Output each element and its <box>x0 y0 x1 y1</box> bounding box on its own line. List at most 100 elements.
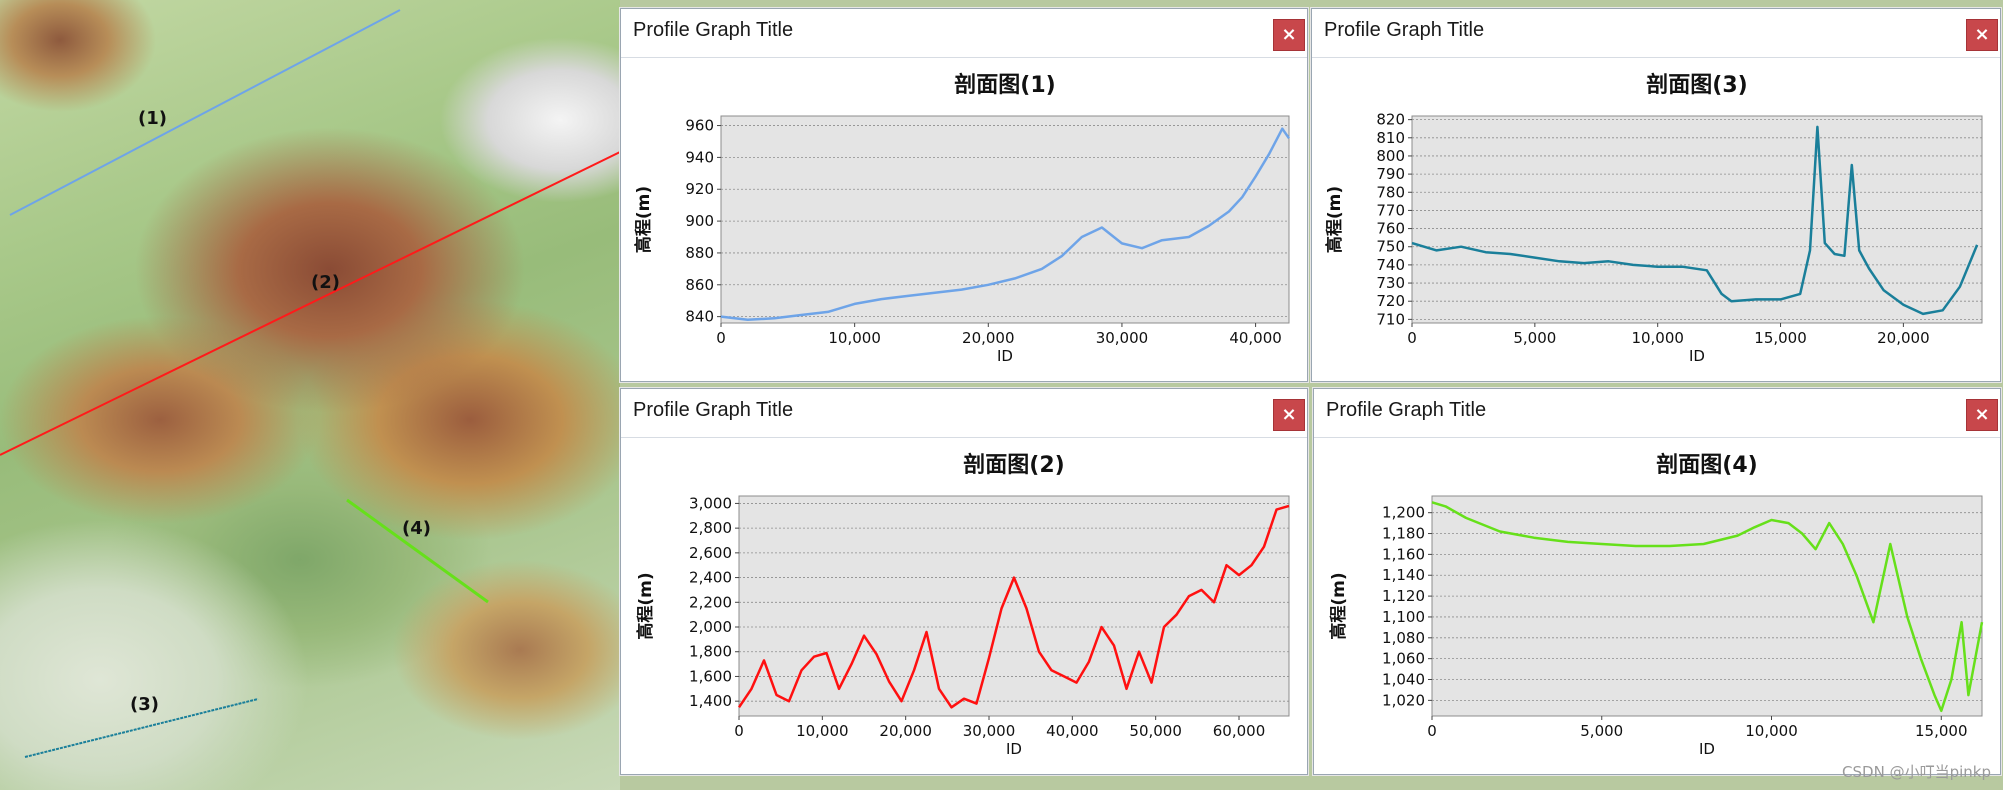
x-tick-label: 50,000 <box>1129 722 1182 740</box>
x-tick-label: 20,000 <box>879 722 932 740</box>
map-label-3: (3) <box>130 694 159 715</box>
y-tick-label: 1,800 <box>689 643 732 661</box>
x-tick-label: 10,000 <box>1631 329 1684 347</box>
close-button[interactable]: × <box>1273 19 1305 51</box>
y-tick-label: 820 <box>1376 111 1405 129</box>
plot-area <box>1431 495 1983 717</box>
y-tick-label: 1,600 <box>689 667 732 685</box>
x-axis-label: ID <box>1699 740 1715 758</box>
x-tick-label: 15,000 <box>1915 722 1968 740</box>
plot-area <box>738 495 1290 717</box>
window-titlebar[interactable]: Profile Graph Title × <box>621 389 1307 438</box>
map-label-1: (1) <box>138 108 167 129</box>
y-tick-label: 760 <box>1376 220 1405 238</box>
x-tick-label: 20,000 <box>962 329 1015 347</box>
x-tick-label: 10,000 <box>828 329 881 347</box>
x-tick-label: 30,000 <box>1096 329 1149 347</box>
y-tick-label: 1,180 <box>1382 525 1425 543</box>
y-tick-label: 790 <box>1376 165 1405 183</box>
terrain-map[interactable]: (1) (2) (3) (4) <box>0 0 620 790</box>
y-tick-label: 920 <box>685 180 714 198</box>
window-titlebar[interactable]: Profile Graph Title × <box>1314 389 2000 438</box>
series-line <box>1411 125 1979 316</box>
profile-graph-window-3: Profile Graph Title × 剖面图(3) 710 720 730 740… <box>1311 8 2001 382</box>
x-tick-label: 40,000 <box>1046 722 1099 740</box>
close-button[interactable]: × <box>1273 399 1305 431</box>
x-tick-label: 0 <box>1407 329 1417 347</box>
y-tick-label: 800 <box>1376 147 1405 165</box>
y-tick-label: 1,060 <box>1382 650 1425 668</box>
map-label-4: (4) <box>402 518 431 539</box>
x-tick-label: 40,000 <box>1229 329 1282 347</box>
x-tick-label: 30,000 <box>963 722 1016 740</box>
profile-lines <box>0 9 620 758</box>
close-icon: × <box>1281 404 1297 425</box>
profile-chart-1: 剖面图(1) 840 860 880 900 920 940 960 0 10,000 20,000… <box>621 58 1307 381</box>
window-title: Profile Graph Title <box>633 399 794 421</box>
y-tick-label: 2,800 <box>689 519 732 537</box>
y-tick-label: 2,400 <box>689 569 732 587</box>
x-axis-label: ID <box>997 347 1013 365</box>
y-tick-label: 750 <box>1376 238 1405 256</box>
series-line <box>720 127 1291 322</box>
profile-chart-4: 剖面图(4) 1,020 1,040 1,060 1,080 1,100 1,120 1,14… <box>1314 438 2000 774</box>
window-title: Profile Graph Title <box>633 19 794 41</box>
chart-svg: 剖面图(1) 840 860 880 900 920 940 960 0 10,000 20,000… <box>633 72 1291 365</box>
watermark-text: CSDN @小叮当pinkp <box>1842 763 1991 781</box>
chart-title: 剖面图(2) <box>963 452 1064 478</box>
profile-graph-window-4: Profile Graph Title × 剖面图(4) 1,020 1,040 1,… <box>1313 388 2001 775</box>
x-tick-label: 5,000 <box>1513 329 1556 347</box>
y-tick-label: 1,100 <box>1382 608 1425 626</box>
y-tick-label: 840 <box>685 308 714 326</box>
profile-line-2[interactable] <box>0 151 620 456</box>
chart-svg: 剖面图(4) 1,020 1,040 1,060 1,080 1,100 1,120 1,14… <box>1328 452 1984 758</box>
window-titlebar[interactable]: Profile Graph Title × <box>1312 9 2000 58</box>
x-axis-label: ID <box>1006 740 1022 758</box>
x-tick-label: 0 <box>716 329 726 347</box>
series-line <box>1431 501 1984 713</box>
y-tick-label: 960 <box>685 117 714 135</box>
y-tick-label: 2,600 <box>689 544 732 562</box>
profile-chart-3: 剖面图(3) 710 720 730 740 750 760 770 780 790 800 810 8… <box>1312 58 2000 381</box>
y-tick-label: 1,200 <box>1382 504 1425 522</box>
chart-title: 剖面图(1) <box>954 72 1055 98</box>
close-button[interactable]: × <box>1966 19 1998 51</box>
close-button[interactable]: × <box>1966 399 1998 431</box>
y-tick-label: 1,140 <box>1382 566 1425 584</box>
y-tick-label: 1,160 <box>1382 545 1425 563</box>
map-label-2: (2) <box>311 272 340 293</box>
y-tick-label: 1,040 <box>1382 671 1425 689</box>
y-tick-label: 1,080 <box>1382 629 1425 647</box>
y-axis-label: 高程(m) <box>635 572 656 639</box>
x-tick-label: 0 <box>734 722 744 740</box>
y-tick-label: 740 <box>1376 256 1405 274</box>
profile-graph-window-1: Profile Graph Title × 剖面图(1) 840 860 880 900… <box>620 8 1308 382</box>
series-line <box>737 504 1290 709</box>
x-tick-label: 20,000 <box>1877 329 1930 347</box>
window-title: Profile Graph Title <box>1326 399 1487 421</box>
profile-line-1[interactable] <box>9 9 401 216</box>
x-tick-label: 10,000 <box>796 722 849 740</box>
close-icon: × <box>1974 404 1990 425</box>
y-tick-label: 780 <box>1376 183 1405 201</box>
window-title: Profile Graph Title <box>1324 19 1485 41</box>
y-tick-label: 900 <box>685 212 714 230</box>
chart-title: 剖面图(4) <box>1656 452 1757 478</box>
x-axis-label: ID <box>1689 347 1705 365</box>
x-tick-label: 15,000 <box>1754 329 1807 347</box>
y-tick-label: 810 <box>1376 129 1405 147</box>
close-icon: × <box>1281 24 1297 45</box>
profile-line-4[interactable] <box>346 498 489 604</box>
y-tick-label: 730 <box>1376 274 1405 292</box>
y-tick-label: 860 <box>685 276 714 294</box>
x-tick-label: 60,000 <box>1213 722 1266 740</box>
y-axis-label: 高程(m) <box>1328 572 1349 639</box>
chart-svg: 剖面图(2) 1,400 1,600 1,800 2,000 2,200 2,400 2,60… <box>635 452 1290 758</box>
profile-chart-2: 剖面图(2) 1,400 1,600 1,800 2,000 2,200 2,400 2,60… <box>621 438 1307 774</box>
window-titlebar[interactable]: Profile Graph Title × <box>621 9 1307 58</box>
y-tick-label: 2,000 <box>689 618 732 636</box>
y-tick-label: 1,120 <box>1382 587 1425 605</box>
plot-area <box>1411 115 1983 324</box>
x-tick-label: 10,000 <box>1745 722 1798 740</box>
profile-line-3[interactable] <box>24 698 259 758</box>
